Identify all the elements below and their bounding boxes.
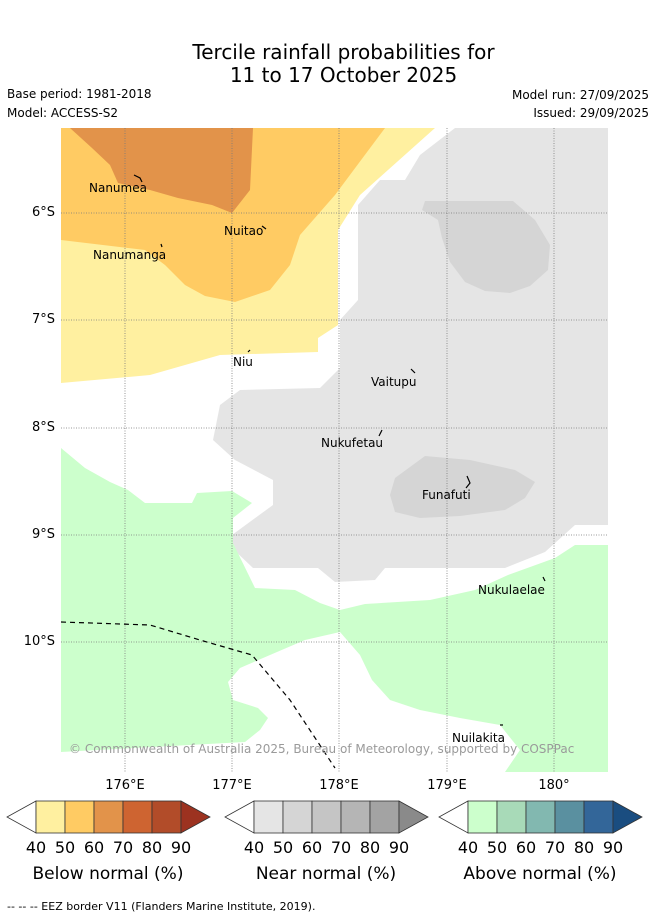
colorbar-below-over-arrow bbox=[180, 800, 211, 834]
below-60-region bbox=[70, 128, 253, 213]
island-mark-vaitupu bbox=[410, 368, 416, 374]
cb-above-tick-60: 60 bbox=[515, 838, 537, 857]
colorbar-below-title: Below normal (%) bbox=[32, 864, 184, 884]
cb-near-tick-70: 70 bbox=[330, 838, 352, 857]
lon-label-177e: 177°E bbox=[212, 778, 252, 793]
colorbar-above-bin-50 bbox=[496, 800, 527, 834]
lat-label-6s: 6°S bbox=[31, 205, 55, 220]
cb-near-tick-80: 80 bbox=[359, 838, 381, 857]
colorbar-near-title: Near normal (%) bbox=[255, 864, 397, 884]
colorbar-above-bin-40 bbox=[467, 800, 498, 834]
island-mark-nukulaelae bbox=[542, 576, 546, 582]
above-40-region-west bbox=[61, 448, 608, 772]
colorbar-below-under-arrow bbox=[6, 800, 37, 834]
island-label-funafuti: Funafuti bbox=[422, 488, 471, 502]
colorbar-near-bin-40 bbox=[253, 800, 284, 834]
island-mark-nukufetau bbox=[378, 429, 383, 437]
cb-above-tick-80: 80 bbox=[573, 838, 595, 857]
island-label-nanumea: Nanumea bbox=[89, 181, 147, 195]
island-label-niu: Niu bbox=[233, 355, 253, 369]
model-run: Model run: 27/09/2025 bbox=[511, 88, 649, 102]
chart-title-line1: Tercile rainfall probabilities for bbox=[192, 40, 495, 64]
colorbar-above-bin-70 bbox=[554, 800, 585, 834]
colorbar-above-over-arrow bbox=[612, 800, 643, 834]
lat-label-7s: 7°S bbox=[31, 312, 55, 327]
issued-date: Issued: 29/09/2025 bbox=[533, 106, 649, 120]
cb-below-tick-80: 80 bbox=[141, 838, 163, 857]
cb-above-tick-50: 50 bbox=[486, 838, 508, 857]
cb-below-tick-70: 70 bbox=[112, 838, 134, 857]
near-50-region-north bbox=[422, 201, 550, 293]
model-name: Model: ACCESS-S2 bbox=[7, 106, 119, 120]
cb-above-tick-40: 40 bbox=[457, 838, 479, 857]
eez-legend-note: -- -- -- EEZ border V11 (Flanders Marine… bbox=[7, 900, 316, 913]
colorbar-near-bin-70 bbox=[340, 800, 371, 834]
lat-label-8s: 8°S bbox=[31, 420, 55, 435]
colorbar-above-title: Above normal (%) bbox=[463, 864, 617, 884]
colorbar-near-bin-80 bbox=[369, 800, 400, 834]
cb-below-tick-40: 40 bbox=[25, 838, 47, 857]
colorbar-below-bin-40 bbox=[35, 800, 66, 834]
cb-near-tick-60: 60 bbox=[301, 838, 323, 857]
colorbar-near-bin-60 bbox=[311, 800, 342, 834]
colorbar-near bbox=[224, 800, 429, 834]
island-mark-niu bbox=[247, 349, 251, 353]
lon-label-179e: 179°E bbox=[427, 778, 467, 793]
cb-near-tick-50: 50 bbox=[272, 838, 294, 857]
island-label-nanumanga: Nanumanga bbox=[93, 248, 167, 262]
colorbar-above bbox=[438, 800, 643, 834]
colorbar-below-bin-80 bbox=[151, 800, 182, 834]
island-mark-nuitao bbox=[261, 225, 267, 230]
lon-label-180: 180° bbox=[538, 778, 570, 793]
colorbar-below bbox=[6, 800, 211, 834]
copyright-notice: © Commonwealth of Australia 2025, Bureau… bbox=[69, 742, 575, 756]
chart-title-line2: 11 to 17 October 2025 bbox=[229, 63, 458, 87]
cb-below-tick-90: 90 bbox=[170, 838, 192, 857]
colorbar-below-bin-70 bbox=[122, 800, 153, 834]
cb-below-tick-60: 60 bbox=[83, 838, 105, 857]
colorbar-above-bin-80 bbox=[583, 800, 614, 834]
lat-label-10s: 10°S bbox=[23, 634, 55, 649]
colorbar-near-bin-50 bbox=[282, 800, 313, 834]
island-label-nukufetau: Nukufetau bbox=[321, 436, 384, 450]
base-period: Base period: 1981-2018 bbox=[7, 87, 152, 101]
colorbar-below-bin-50 bbox=[64, 800, 95, 834]
island-mark-nanumea bbox=[133, 174, 143, 183]
eez-border bbox=[61, 621, 336, 769]
cb-below-tick-50: 50 bbox=[54, 838, 76, 857]
colorbar-below-bin-60 bbox=[93, 800, 124, 834]
near-50-region-funafuti bbox=[390, 456, 535, 518]
colorbar-above-bin-60 bbox=[525, 800, 556, 834]
island-mark-funafuti bbox=[465, 475, 471, 489]
colorbar-above-under-arrow bbox=[438, 800, 469, 834]
cb-above-tick-90: 90 bbox=[602, 838, 624, 857]
island-label-nuilakita: Nuilakita bbox=[452, 731, 505, 745]
colorbars bbox=[6, 800, 643, 834]
lon-label-178e: 178°E bbox=[319, 778, 359, 793]
island-label-vaitupu: Vaitupu bbox=[371, 375, 417, 389]
lat-label-9s: 9°S bbox=[31, 527, 55, 542]
island-label-nukulaelae: Nukulaelae bbox=[478, 583, 545, 597]
colorbar-near-under-arrow bbox=[224, 800, 255, 834]
lon-label-176e: 176°E bbox=[105, 778, 145, 793]
cb-near-tick-40: 40 bbox=[243, 838, 265, 857]
colorbar-near-over-arrow bbox=[398, 800, 429, 834]
cb-above-tick-70: 70 bbox=[544, 838, 566, 857]
island-mark-nanumanga bbox=[160, 243, 163, 248]
cb-near-tick-90: 90 bbox=[388, 838, 410, 857]
island-label-nuitao: Nuitao bbox=[224, 224, 264, 238]
